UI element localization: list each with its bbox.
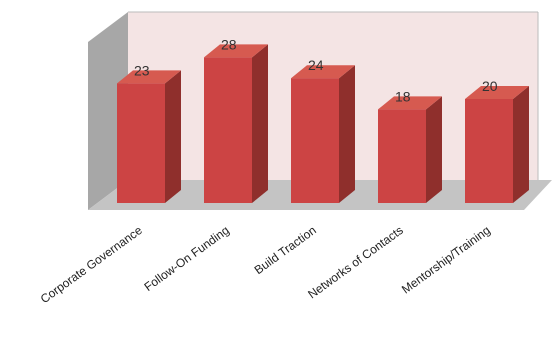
bar-side <box>513 86 529 203</box>
bar-follow-on-funding <box>204 44 268 204</box>
bar-front <box>204 57 252 204</box>
category-label-corporate-governance: Corporate Governance <box>38 223 145 306</box>
bar-top <box>291 65 355 79</box>
bar-top <box>117 70 181 84</box>
value-label-build-traction: 24 <box>308 57 324 73</box>
bar-side <box>165 70 181 204</box>
bar-front <box>465 99 513 203</box>
value-label-follow-on-funding: 28 <box>221 36 237 52</box>
bar-build-traction <box>291 65 355 203</box>
bar-front <box>378 109 426 203</box>
bar-front <box>117 83 165 203</box>
bar-front <box>291 78 339 203</box>
bar-side <box>252 44 268 204</box>
category-label-follow-on-funding: Follow-On Funding <box>142 223 232 294</box>
value-label-networks-of-contacts: 18 <box>395 88 411 104</box>
bar-top <box>465 86 529 99</box>
bar-side <box>426 96 442 203</box>
bars-group <box>117 44 529 204</box>
value-label-mentorship-training: 20 <box>482 78 498 94</box>
value-label-corporate-governance: 23 <box>134 62 150 78</box>
bar-mentorship-training <box>465 86 529 203</box>
bar-top <box>378 96 442 110</box>
bar-side <box>339 65 355 203</box>
bar-top <box>204 44 268 58</box>
bar-networks-of-contacts <box>378 96 442 203</box>
category-label-networks-of-contacts: Networks of Contacts <box>305 223 405 301</box>
value-labels-group: 23 28 24 18 20 <box>134 36 498 104</box>
category-label-mentorship-training: Mentorship/Training <box>399 223 493 296</box>
bar-corporate-governance <box>117 70 181 204</box>
category-label-build-traction: Build Traction <box>252 223 319 277</box>
